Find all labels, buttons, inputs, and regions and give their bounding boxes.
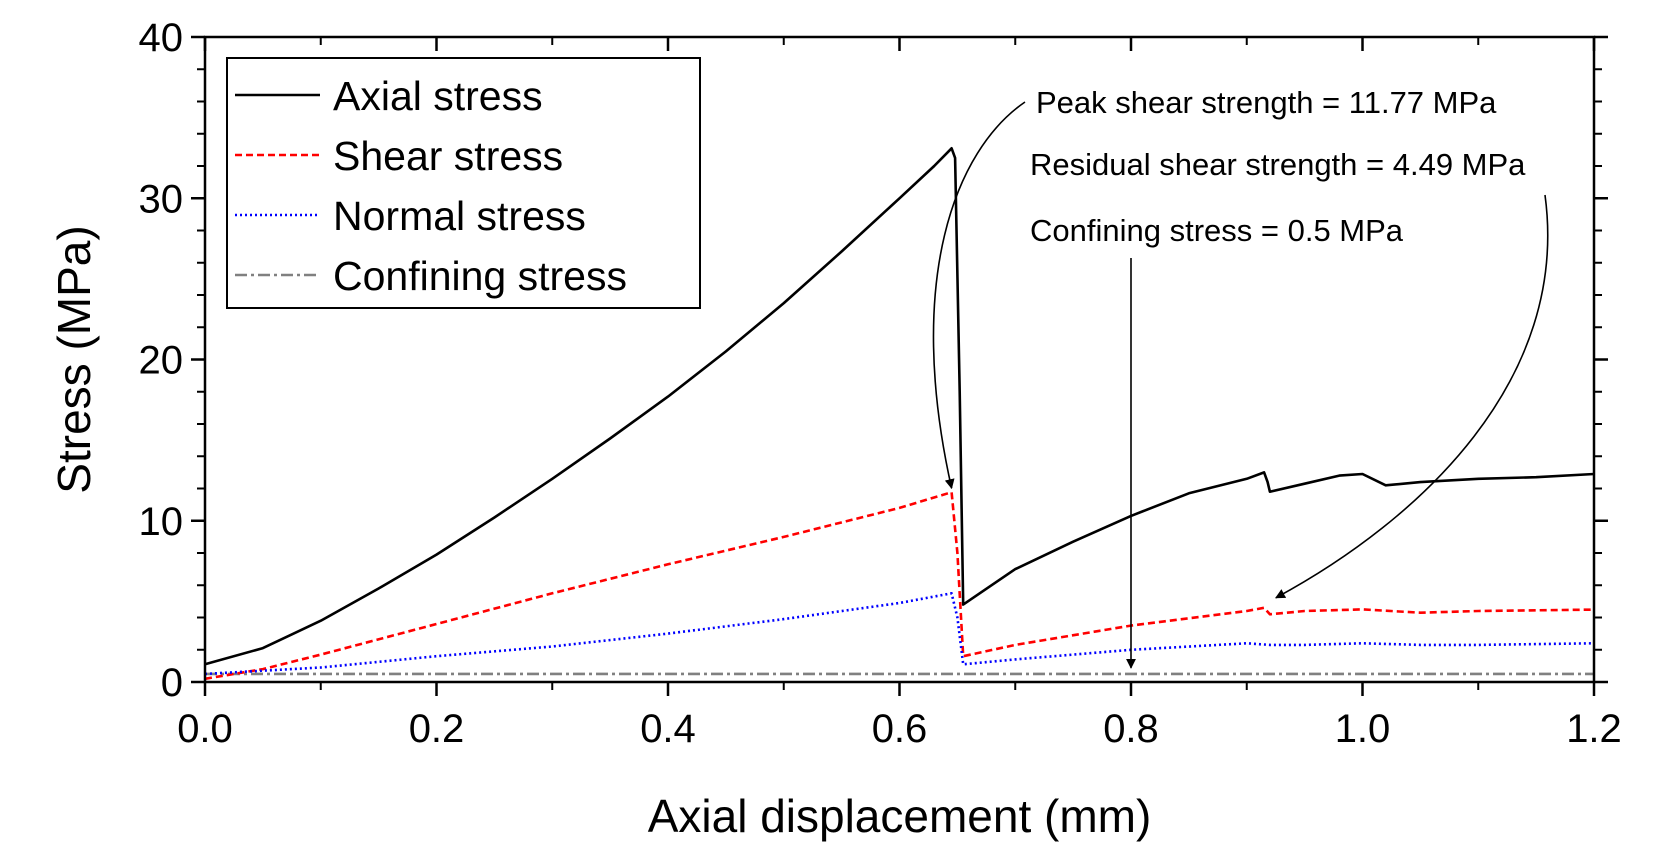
y-tick-label: 10 bbox=[139, 500, 184, 544]
y-axis-title: Stress (MPa) bbox=[48, 225, 100, 493]
annotations-layer: Peak shear strength = 11.77 MPa Residual … bbox=[932, 85, 1549, 669]
x-tick-label: 1.2 bbox=[1566, 707, 1622, 751]
legend-label-shear-stress: Shear stress bbox=[333, 133, 563, 179]
legend: Axial stress Shear stress Normal stress Con… bbox=[226, 57, 701, 309]
annotation-confining: Confining stress = 0.5 MPa bbox=[1030, 213, 1404, 248]
x-tick-label: 0.2 bbox=[409, 707, 465, 751]
series-line-axial-stress bbox=[204, 147, 1595, 666]
series-line-shear-stress bbox=[204, 490, 1595, 681]
series-line-normal-stress bbox=[204, 591, 1595, 676]
legend-box bbox=[226, 57, 701, 309]
annotation-peak-shear: Peak shear strength = 11.77 MPa bbox=[1036, 85, 1497, 120]
y-tick-label: 30 bbox=[139, 177, 184, 221]
x-tick-label: 0.0 bbox=[177, 707, 233, 751]
legend-label-axial-stress: Axial stress bbox=[333, 73, 543, 119]
annotation-residual-shear: Residual shear strength = 4.49 MPa bbox=[1030, 147, 1526, 182]
y-tick-label: 40 bbox=[139, 16, 184, 60]
x-tick-label: 0.4 bbox=[640, 707, 696, 751]
legend-label-normal-stress: Normal stress bbox=[333, 193, 586, 239]
series-layer bbox=[204, 147, 1595, 681]
arrow-residual-shear bbox=[1275, 194, 1549, 599]
arrow-peak-shear bbox=[932, 101, 1026, 490]
axes-layer: 0.0 0.2 0.4 0.6 0.8 1.0 1.2 0 10 20 30 40 Axial disp… bbox=[48, 16, 1622, 842]
x-tick-label: 0.6 bbox=[872, 707, 928, 751]
x-tick-label: 1.0 bbox=[1335, 707, 1391, 751]
x-tick-label: 0.8 bbox=[1103, 707, 1159, 751]
legend-label-confining-stress: Confining stress bbox=[333, 253, 627, 299]
x-axis-title: Axial displacement (mm) bbox=[648, 790, 1152, 842]
y-tick-label: 0 bbox=[161, 661, 183, 705]
y-tick-label: 20 bbox=[139, 339, 184, 383]
